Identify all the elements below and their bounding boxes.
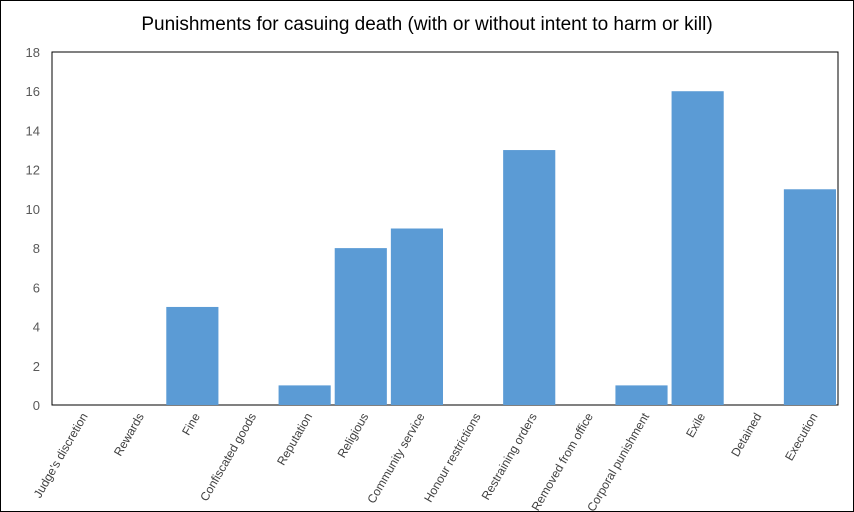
x-tick-label: Fine [179,410,203,437]
x-tick-label: Exile [683,410,708,440]
x-tick-label: Reputation [274,411,315,468]
x-tick-label: Community service [364,410,427,506]
y-tick-label: 16 [26,84,40,99]
y-tick-label: 12 [26,163,40,178]
x-tick-label: Execution [782,411,820,464]
bar [334,248,387,405]
bar [615,385,668,405]
y-tick-label: 2 [33,359,40,374]
bar [278,385,331,405]
bar [166,306,219,405]
x-tick-label: Restraining orders [479,411,540,503]
bar [503,150,556,405]
bar [671,91,724,405]
y-tick-label: 14 [26,123,40,138]
plot-area [51,51,839,406]
x-tick-label: Religious [335,411,372,461]
chart-title: Punishments for casuing death (with or w… [141,14,712,35]
bar [783,189,836,405]
x-tick-label: Rewards [111,411,147,459]
x-tick-label: Detained [728,411,764,460]
bar [390,228,443,405]
y-tick-label: 4 [33,320,40,335]
x-tick-label: Honour restrictions [421,410,483,504]
x-tick-label: Judge's discretion [31,411,91,501]
x-tick-label: Removed from office [529,410,597,512]
x-tick-label: Corporal punishment [584,410,652,512]
y-tick-label: 0 [33,398,40,413]
y-tick-label: 8 [33,241,40,256]
x-tick-label: Confiscated goods [197,411,259,504]
y-tick-label: 6 [33,280,40,295]
y-tick-label: 18 [26,45,40,60]
y-tick-label: 10 [26,202,40,217]
